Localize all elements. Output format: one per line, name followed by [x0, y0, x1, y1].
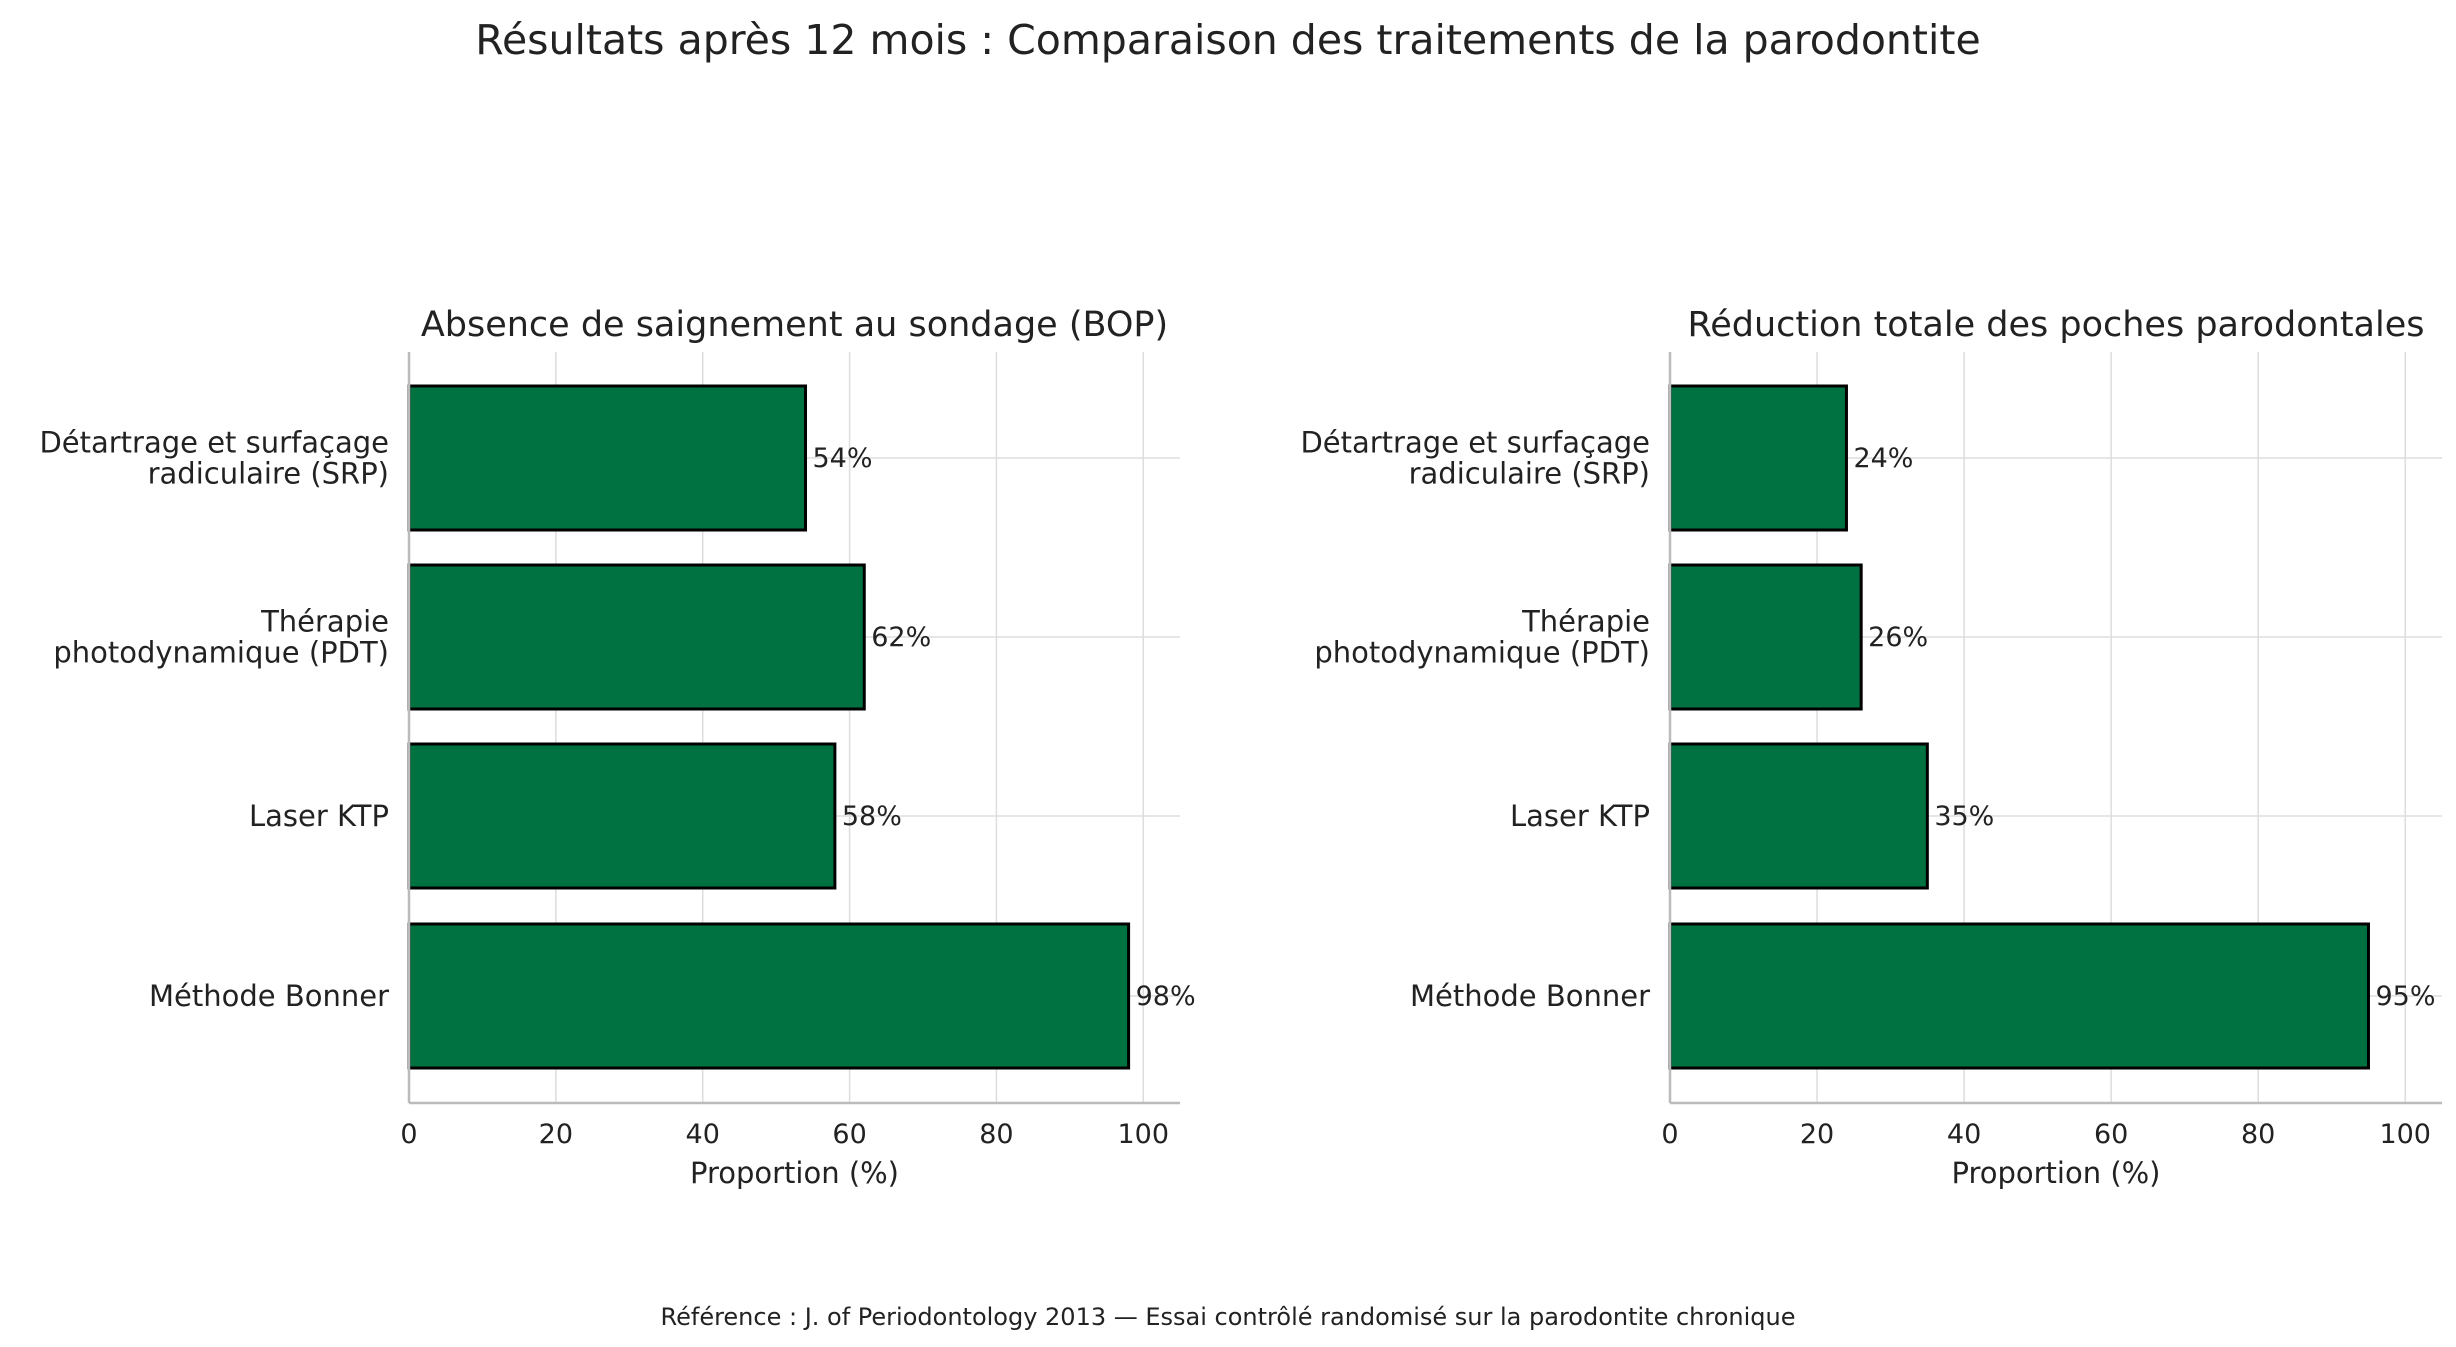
- x-axis-label: Proportion (%): [1951, 1156, 2160, 1190]
- category-label: radiculaire (SRP): [148, 457, 389, 491]
- bar: [407, 922, 1131, 1070]
- x-tick-label: 0: [400, 1119, 417, 1150]
- category-label: Thérapie: [260, 605, 389, 639]
- chart-panel-1: 0 20 40 60 80 100 54% Détartrage et surfaçagera…: [39, 305, 1195, 1190]
- category-label: photodynamique (PDT): [53, 636, 389, 670]
- x-tick-label: 40: [1947, 1119, 1981, 1150]
- x-tick-label: 20: [1800, 1119, 1834, 1150]
- bar: [1668, 922, 2370, 1070]
- panel-title: Absence de saignement au sondage (BOP): [421, 305, 1168, 345]
- category-label: Laser KTP: [1510, 799, 1650, 833]
- data-label: 24%: [1853, 443, 1913, 474]
- bar: [407, 384, 808, 532]
- chart-title: Résultats après 12 mois : Comparaison de…: [475, 16, 1981, 64]
- x-tick-label: 60: [2094, 1119, 2128, 1150]
- category-label: Détartrage et surfaçage: [39, 426, 389, 460]
- bar: [1668, 384, 1848, 532]
- x-tick-label: 60: [832, 1119, 866, 1150]
- category-label: photodynamique (PDT): [1314, 636, 1650, 670]
- category-label: Détartrage et surfaçage: [1300, 426, 1650, 460]
- category-label: Méthode Bonner: [1410, 979, 1650, 1013]
- data-label: 98%: [1136, 981, 1196, 1012]
- bar: [407, 742, 837, 890]
- x-tick-label: 80: [979, 1119, 1013, 1150]
- x-axis-label: Proportion (%): [690, 1156, 899, 1190]
- data-label: 95%: [2375, 981, 2435, 1012]
- category-label: Thérapie: [1521, 605, 1650, 639]
- x-tick-label: 80: [2241, 1119, 2275, 1150]
- data-label: 54%: [813, 443, 873, 474]
- category-label: Laser KTP: [249, 799, 389, 833]
- panel-title: Réduction totale des poches parodontales: [1687, 305, 2424, 345]
- bar: [1668, 563, 1863, 711]
- category-label: Méthode Bonner: [149, 979, 389, 1013]
- data-label: 62%: [871, 622, 931, 653]
- data-label: 35%: [1934, 801, 1994, 832]
- x-tick-label: 20: [539, 1119, 573, 1150]
- x-tick-label: 100: [2379, 1119, 2431, 1150]
- chart-panel-2: 0 20 40 60 80 100 24% Détartrage et surfaçagera…: [1300, 305, 2442, 1190]
- bar: [1668, 742, 1929, 890]
- x-tick-label: 40: [686, 1119, 720, 1150]
- chart-footnote: Référence : J. of Periodontology 2013 — …: [660, 1303, 1796, 1331]
- x-tick-label: 0: [1661, 1119, 1678, 1150]
- bar: [407, 563, 866, 711]
- x-tick-label: 100: [1118, 1119, 1170, 1150]
- category-label: radiculaire (SRP): [1409, 457, 1650, 491]
- data-label: 58%: [842, 801, 902, 832]
- data-label: 26%: [1868, 622, 1928, 653]
